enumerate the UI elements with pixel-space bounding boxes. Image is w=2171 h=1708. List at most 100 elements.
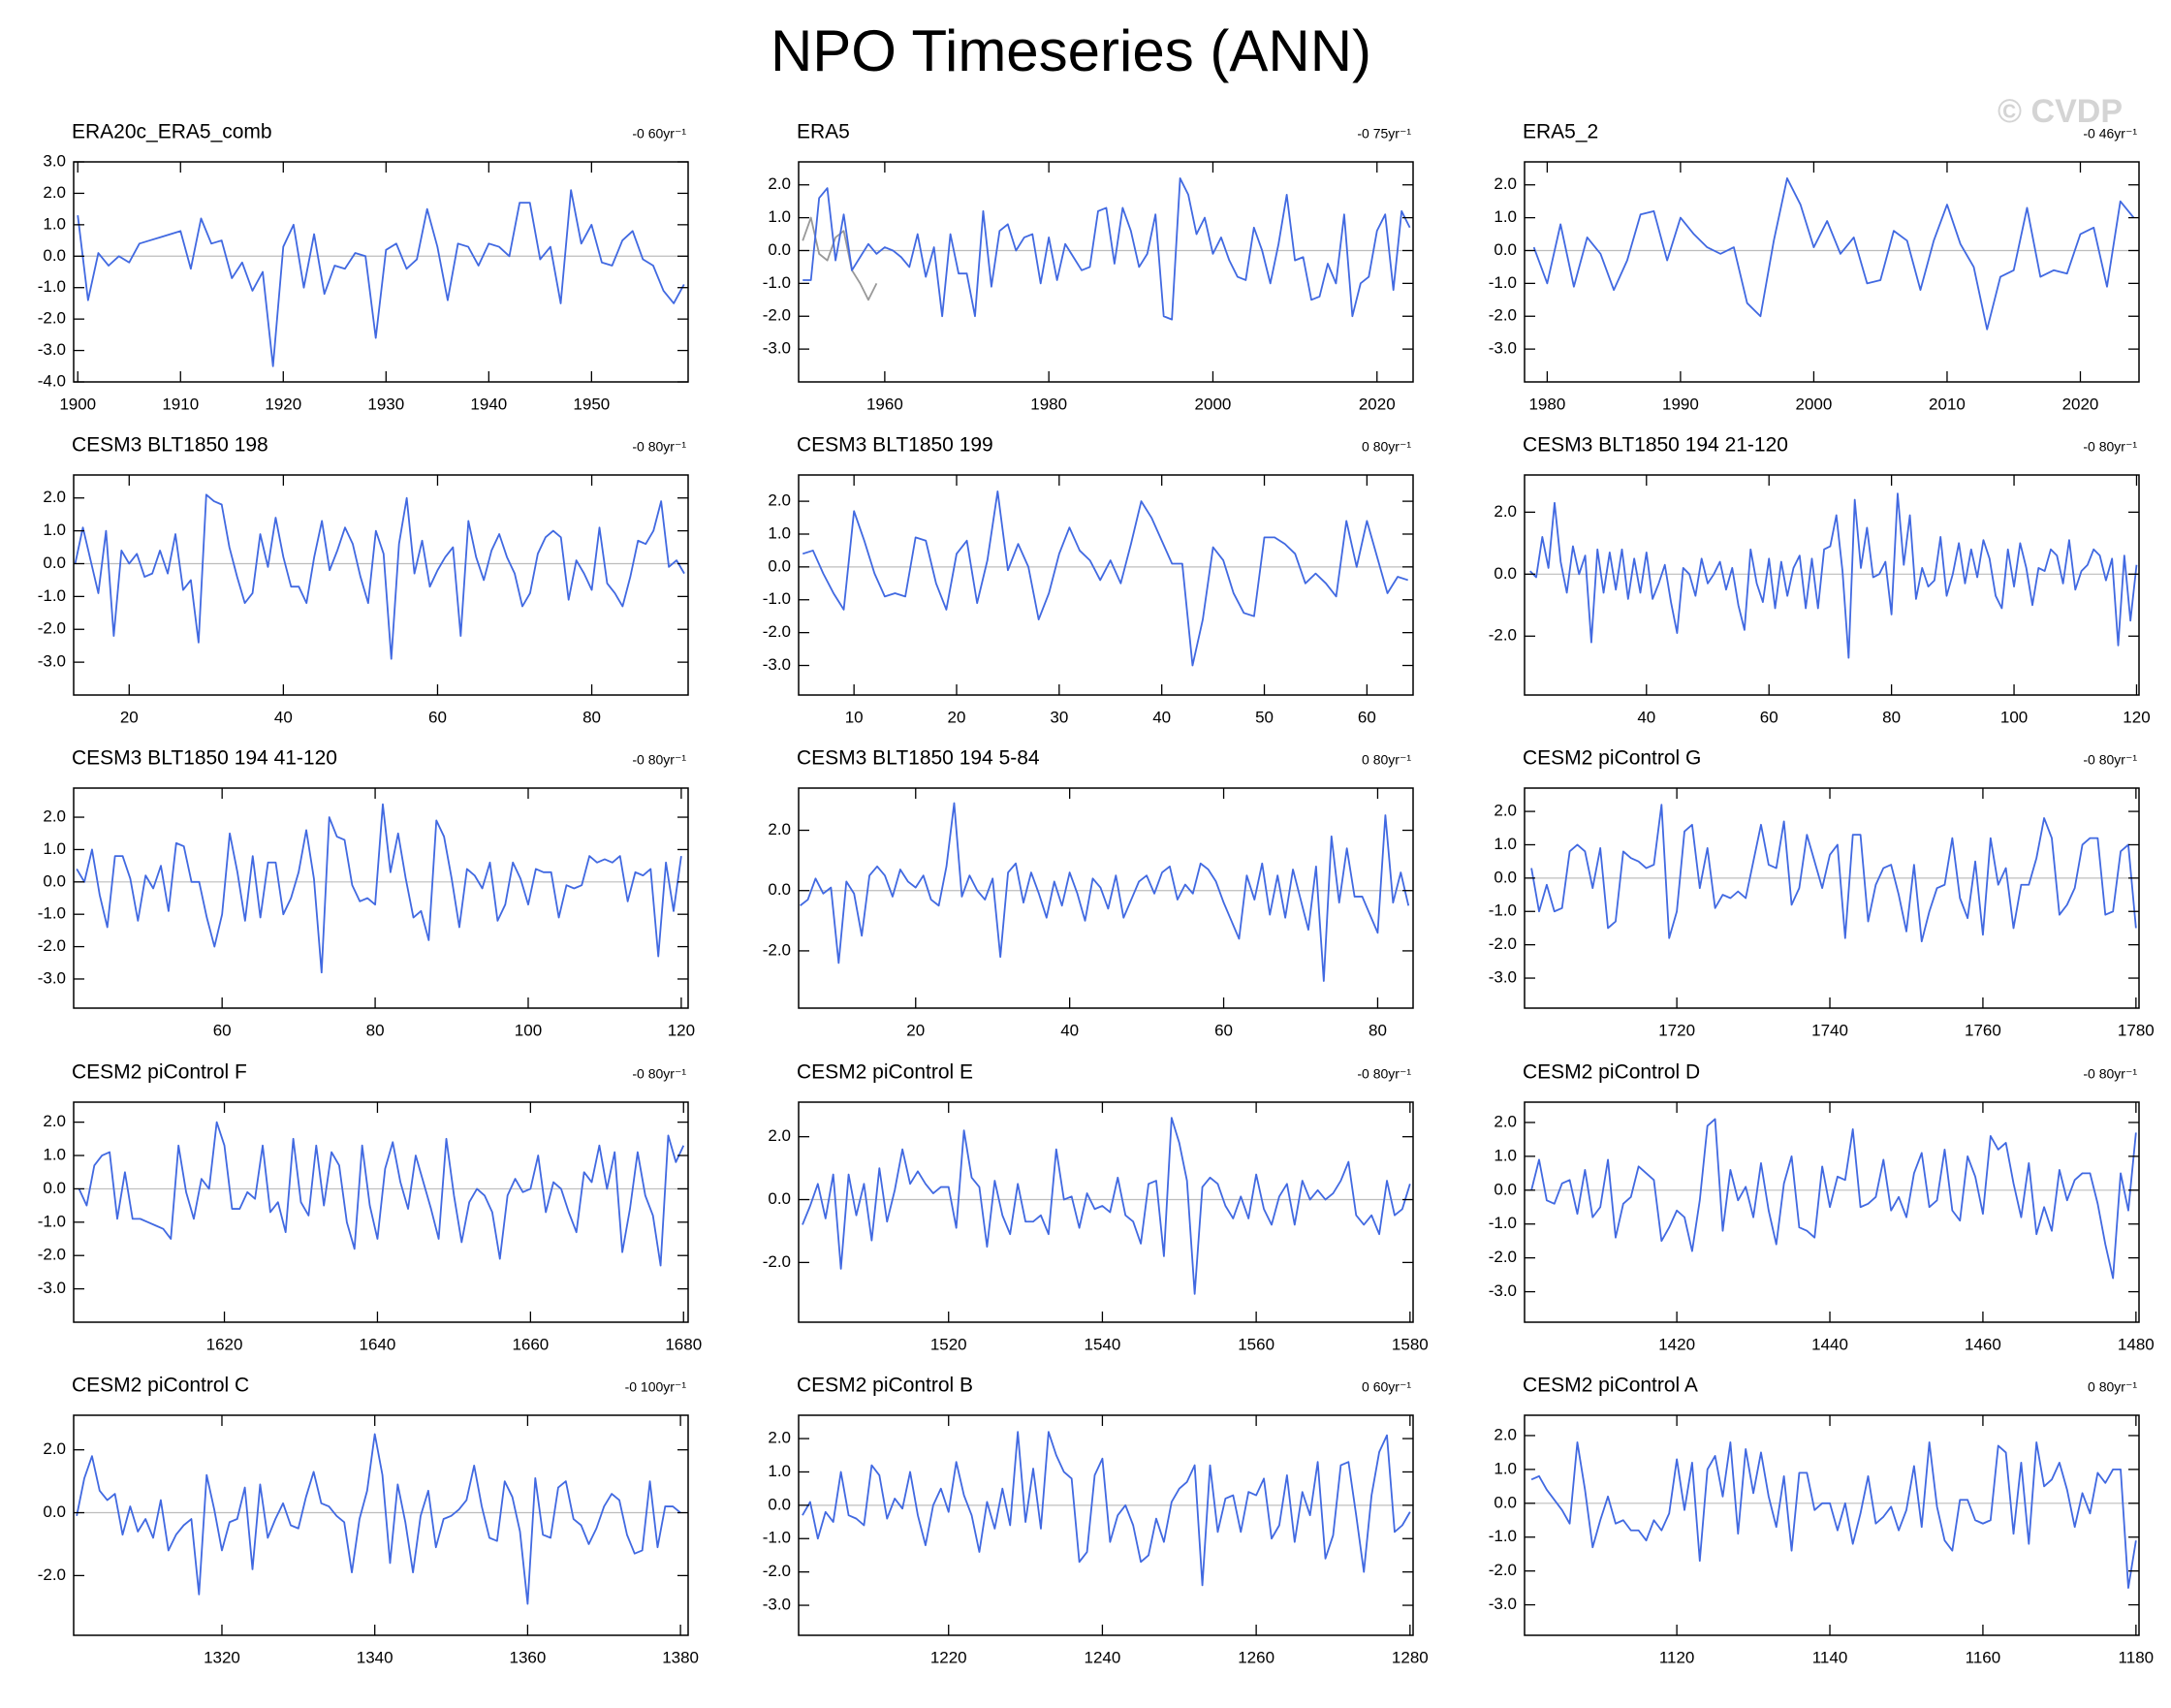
x-tick-label: 1780 xyxy=(2118,1021,2155,1039)
y-tick-label: 0.0 xyxy=(43,871,66,890)
y-tick-label: -3.0 xyxy=(1489,1595,1517,1613)
series-line xyxy=(802,490,1408,667)
panel: CESM3 BLT1850 194 21-120 -0 80yr⁻¹ 2.0 0.0 -… xyxy=(1489,434,2151,727)
y-tick-label: 0.0 xyxy=(1494,1180,1517,1198)
x-tick-label: 1420 xyxy=(1658,1335,1695,1353)
y-tick-label: -2.0 xyxy=(763,622,791,641)
y-tick-label: -1.0 xyxy=(1489,1214,1517,1232)
x-tick-label: 20 xyxy=(948,708,966,726)
panel: CESM2 piControl A 0 80yr⁻¹ 2.0 1.0 0.0 -1.0 -2… xyxy=(1489,1375,2154,1667)
trend-annotation: -0 80yr⁻¹ xyxy=(1357,1066,1411,1082)
y-tick-label: 2.0 xyxy=(1494,802,1517,820)
y-tick-label: 1.0 xyxy=(1494,1459,1517,1477)
y-tick-label: -2.0 xyxy=(1489,626,1517,645)
x-tick-label: 40 xyxy=(274,708,293,726)
panel-title: CESM2 piControl G xyxy=(1523,747,1701,770)
series-line xyxy=(802,177,1411,321)
plot-frame xyxy=(1524,1101,2140,1323)
panel: CESM2 piControl F -0 80yr⁻¹ 2.0 1.0 0.0 -1.0 -… xyxy=(38,1061,702,1354)
trend-annotation: 0 80yr⁻¹ xyxy=(2088,1379,2137,1395)
x-tick-label: 1180 xyxy=(2119,1648,2155,1666)
y-tick-label: -3.0 xyxy=(763,339,791,358)
x-tick-label: 2020 xyxy=(2062,395,2099,413)
y-tick-label: 3.0 xyxy=(43,151,66,170)
panel-title: ERA5 xyxy=(797,121,850,143)
y-tick-label: -2.0 xyxy=(38,309,66,328)
watermark: © CVDP xyxy=(1998,93,2123,130)
y-tick-label: -1.0 xyxy=(1489,273,1517,292)
plot-frame xyxy=(73,787,689,1009)
series-line xyxy=(1532,177,2135,331)
x-tick-label: 1920 xyxy=(265,395,301,413)
y-tick-label: 2.0 xyxy=(43,1112,66,1130)
y-tick-label: -2.0 xyxy=(763,1252,791,1271)
panel-title: CESM3 BLT1850 194 21-120 xyxy=(1523,434,1788,457)
panel-title: CESM2 piControl A xyxy=(1523,1375,1698,1397)
x-tick-label: 20 xyxy=(120,708,139,726)
x-tick-label: 1560 xyxy=(1238,1335,1274,1353)
x-tick-label: 1460 xyxy=(1965,1335,2001,1353)
y-tick-label: 0.0 xyxy=(1494,868,1517,886)
plot-frame xyxy=(798,1101,1414,1323)
panel: ERA5 -0 75yr⁻¹ 2.0 1.0 0.0 -1.0 -2.0 -3.0 1960 19… xyxy=(763,121,1414,413)
y-tick-label: 1.0 xyxy=(1494,207,1517,226)
panel-title: CESM2 piControl C xyxy=(72,1375,249,1397)
y-tick-label: -1.0 xyxy=(1489,901,1517,920)
y-tick-label: 0.0 xyxy=(43,1502,66,1521)
x-tick-label: 2000 xyxy=(1796,395,1833,413)
x-tick-label: 80 xyxy=(366,1021,385,1039)
y-tick-label: 1.0 xyxy=(43,1146,66,1164)
y-tick-label: -2.0 xyxy=(1489,1248,1517,1266)
plot-frame xyxy=(798,474,1414,696)
plot-frame xyxy=(1524,1414,2140,1636)
trend-annotation: -0 80yr⁻¹ xyxy=(2083,1066,2137,1082)
y-tick-label: -2.0 xyxy=(763,306,791,325)
series-line xyxy=(802,1117,1411,1295)
x-tick-label: 10 xyxy=(845,708,864,726)
x-tick-label: 1990 xyxy=(1662,395,1699,413)
y-tick-label: -1.0 xyxy=(763,273,791,292)
y-tick-label: 0.0 xyxy=(768,556,791,575)
x-tick-label: 40 xyxy=(1152,708,1171,726)
panel: CESM2 piControl G -0 80yr⁻¹ 2.0 1.0 0.0 -1.0 -… xyxy=(1489,747,2155,1040)
y-tick-label: 2.0 xyxy=(768,174,791,193)
series-line xyxy=(1530,804,2137,943)
trend-annotation: -0 60yr⁻¹ xyxy=(632,126,686,142)
y-tick-label: 0.0 xyxy=(1494,1493,1517,1511)
panel-title: CESM2 piControl F xyxy=(72,1061,247,1084)
x-tick-label: 2010 xyxy=(1929,395,1966,413)
x-tick-label: 80 xyxy=(1882,708,1901,726)
y-tick-label: -3.0 xyxy=(1489,339,1517,358)
panel: ERA5_2 -0 46yr⁻¹ 2.0 1.0 0.0 -1.0 -2.0 -3.0 1980… xyxy=(1489,121,2140,413)
y-tick-label: -3.0 xyxy=(38,340,66,359)
panel-title: CESM3 BLT1850 194 5-84 xyxy=(797,747,1040,770)
series-line xyxy=(1530,1118,2137,1280)
y-tick-label: 2.0 xyxy=(43,488,66,506)
x-tick-label: 1160 xyxy=(1966,1648,2001,1666)
x-tick-label: 1680 xyxy=(665,1335,702,1353)
panel: CESM3 BLT1850 194 41-120 -0 80yr⁻¹ 2.0 1.0 0… xyxy=(38,747,695,1040)
panel: CESM2 piControl C -0 100yr⁻¹ 2.0 0.0 -2.0 132… xyxy=(38,1375,699,1667)
plot-frame xyxy=(798,1414,1414,1636)
y-tick-label: 0.0 xyxy=(1494,240,1517,259)
trend-annotation: 0 80yr⁻¹ xyxy=(1362,752,1411,768)
x-tick-label: 1720 xyxy=(1658,1021,1695,1039)
x-tick-label: 1760 xyxy=(1965,1021,2001,1039)
x-tick-label: 1280 xyxy=(1392,1648,1429,1666)
x-tick-label: 1980 xyxy=(1528,395,1565,413)
x-tick-label: 100 xyxy=(2000,708,2028,726)
panel-title: CESM2 piControl B xyxy=(797,1375,973,1397)
y-tick-label: -2.0 xyxy=(1489,1561,1517,1579)
y-tick-label: -1.0 xyxy=(38,586,66,605)
x-tick-label: 1660 xyxy=(512,1335,549,1353)
y-tick-label: -2.0 xyxy=(38,1246,66,1264)
y-tick-label: -3.0 xyxy=(38,968,66,987)
y-tick-label: 1.0 xyxy=(43,839,66,858)
panel: ERA20c_ERA5_comb -0 60yr⁻¹ 3.0 2.0 1.0 0.0 -1.… xyxy=(38,121,689,413)
x-tick-label: 60 xyxy=(1760,708,1778,726)
y-tick-label: -2.0 xyxy=(763,1562,791,1580)
panel: CESM3 BLT1850 199 0 80yr⁻¹ 2.0 1.0 0.0 -1.0 -2… xyxy=(763,434,1414,726)
x-tick-label: 1240 xyxy=(1085,1648,1121,1666)
